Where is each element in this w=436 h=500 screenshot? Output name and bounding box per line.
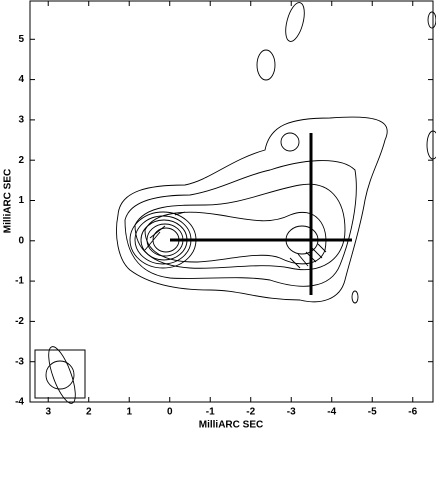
contour (124, 160, 357, 287)
y-tick-label: 4 (18, 74, 24, 85)
x-tick-label: -4 (327, 407, 336, 418)
x-tick-label: -2 (246, 407, 255, 418)
contour (427, 11, 436, 29)
contour (134, 183, 346, 271)
plot-frame (29, 0, 434, 403)
contour (285, 2, 305, 42)
x-tick-label: 1 (126, 407, 132, 418)
x-tick-label: -5 (368, 407, 377, 418)
x-axis-label: MilliARC SEC (199, 420, 263, 431)
x-tick-label: -1 (206, 407, 215, 418)
y-tick-label: 0 (18, 235, 24, 246)
contour (256, 49, 276, 81)
x-tick-label: -6 (408, 407, 417, 418)
contour (426, 130, 436, 160)
x-tick-label: -3 (287, 407, 296, 418)
y-tick-label: -1 (15, 276, 24, 287)
contour (144, 211, 327, 265)
contours (116, 2, 436, 304)
beam (45, 360, 75, 390)
y-axis-label: MilliARC SEC (3, 169, 14, 233)
x-tick-label: 3 (45, 407, 51, 418)
x-tick-label: 2 (86, 407, 92, 418)
beam-box (34, 349, 86, 399)
x-tick-label: 0 (167, 407, 173, 418)
y-tick-label: -2 (15, 316, 24, 327)
y-tick-label: -3 (15, 356, 24, 367)
contour (116, 116, 388, 303)
beam-contour (48, 346, 76, 404)
y-tick-label: 1 (18, 195, 24, 206)
y-tick-label: 2 (18, 155, 24, 166)
contour (280, 132, 300, 152)
contour (351, 290, 359, 304)
y-tick-label: 3 (18, 115, 24, 126)
y-tick-label: -4 (15, 397, 24, 408)
y-tick-label: 5 (18, 34, 24, 45)
